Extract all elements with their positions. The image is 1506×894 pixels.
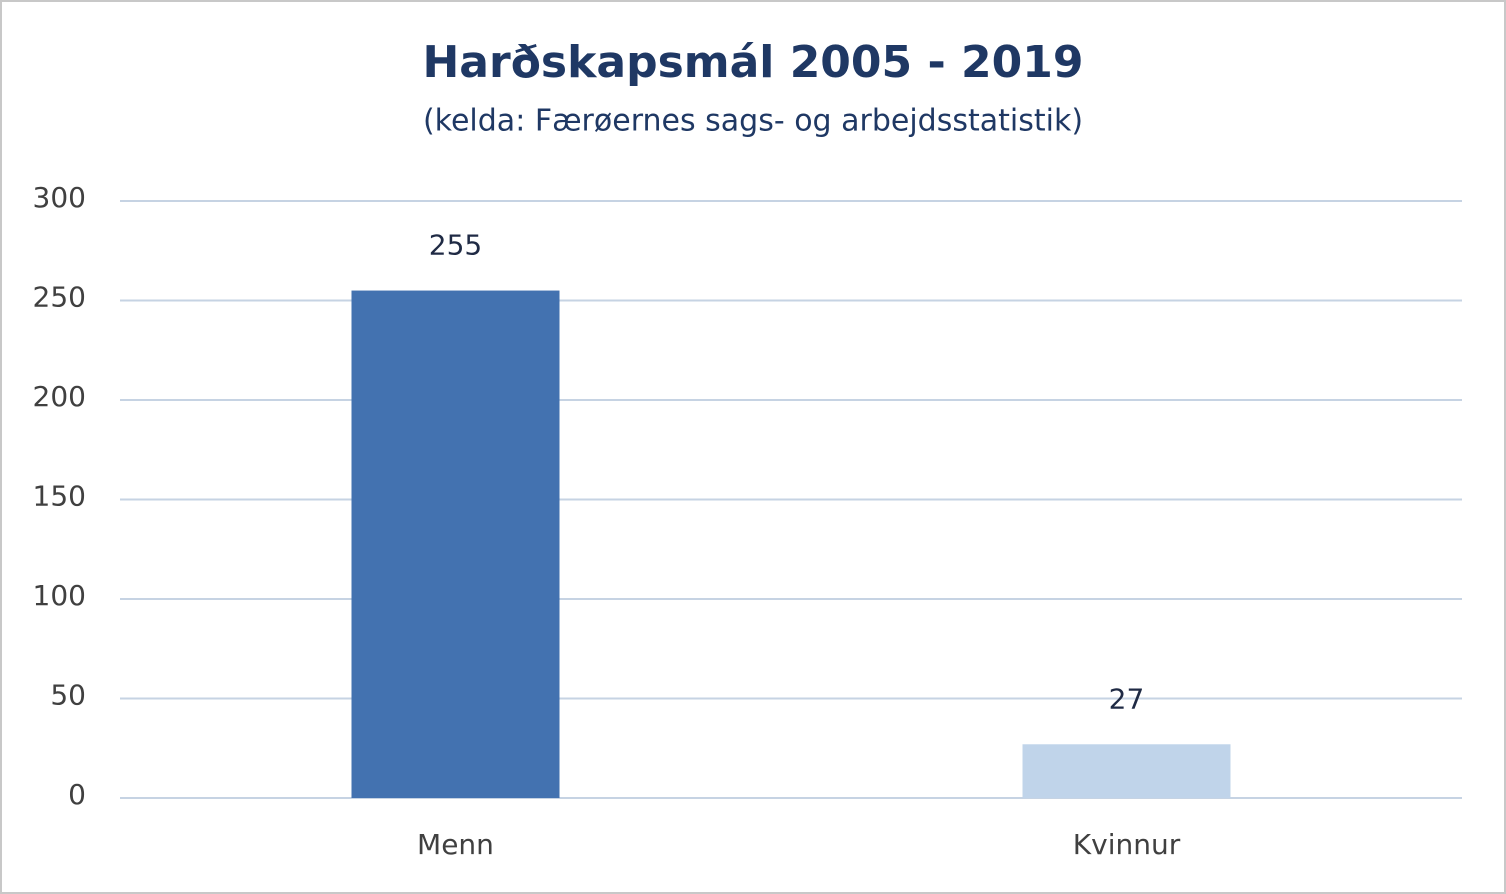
data-label: 27 [1109,682,1145,715]
data-label: 255 [429,229,482,262]
y-tick-label: 50 [50,679,86,712]
y-tick-label: 250 [33,281,86,314]
y-tick-label: 300 [33,181,86,214]
bar [351,290,560,798]
y-tick-label: 200 [33,380,86,413]
y-tick-label: 0 [68,778,86,811]
y-tick-label: 100 [33,579,86,612]
y-tick-label: 150 [33,480,86,513]
x-tick-label: Menn [417,828,494,861]
chart-subtitle: (kelda: Færøernes sags- og arbejdsstatis… [423,104,1083,139]
chart-title: Harðskapsmál 2005 - 2019 [422,37,1083,88]
bar [1022,744,1231,798]
x-tick-label: Kvinnur [1073,828,1181,861]
